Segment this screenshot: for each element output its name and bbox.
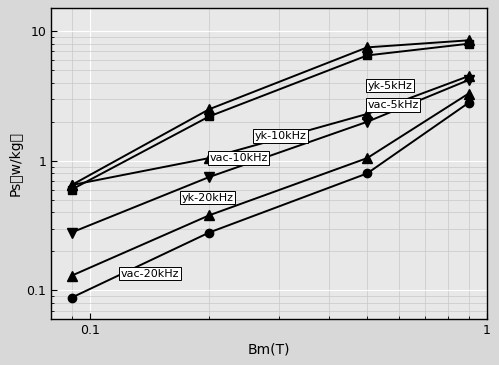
Text: vac-10kHz: vac-10kHz <box>209 153 267 163</box>
X-axis label: Bm(T): Bm(T) <box>248 343 290 357</box>
Text: vac-20kHz: vac-20kHz <box>121 269 180 278</box>
Text: yk-10kHz: yk-10kHz <box>254 131 306 141</box>
Text: yk-20kHz: yk-20kHz <box>181 193 233 203</box>
Text: yk-5kHz: yk-5kHz <box>367 81 412 91</box>
Text: vac-5kHz: vac-5kHz <box>367 100 419 110</box>
Y-axis label: Ps（w/kg）: Ps（w/kg） <box>8 131 22 196</box>
